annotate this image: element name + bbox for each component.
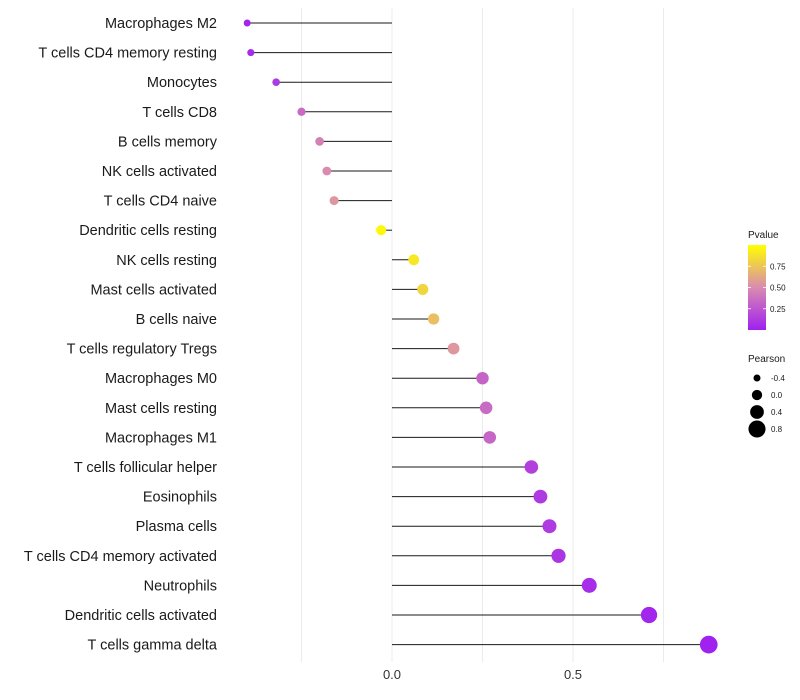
- category-label: B cells memory: [118, 134, 218, 150]
- data-point: [640, 606, 658, 624]
- size-legend-label: 0.8: [771, 425, 783, 434]
- data-point: [542, 519, 557, 534]
- data-point: [447, 342, 460, 355]
- category-label: T cells CD8: [142, 105, 217, 121]
- size-legend-label: -0.4: [771, 374, 785, 383]
- category-label: Plasma cells: [136, 519, 217, 535]
- category-label: Dendritic cells activated: [65, 608, 217, 624]
- category-label: Neutrophils: [144, 578, 217, 594]
- data-point: [427, 313, 440, 325]
- size-legend-dot: [750, 405, 764, 419]
- size-legend-dot: [748, 420, 766, 438]
- category-label: T cells follicular helper: [74, 460, 217, 476]
- color-legend-label: 0.25: [770, 305, 786, 314]
- size-legend-label: 0.0: [771, 391, 783, 400]
- data-point: [315, 137, 324, 146]
- data-point: [551, 548, 566, 563]
- category-label: Monocytes: [147, 75, 217, 91]
- category-label: B cells naive: [136, 312, 217, 328]
- category-label: T cells CD4 memory resting: [38, 46, 217, 62]
- x-tick-label: 0.5: [564, 667, 582, 682]
- data-point: [581, 577, 597, 593]
- color-legend-bar: [748, 245, 766, 330]
- data-point: [272, 78, 280, 87]
- data-point: [479, 401, 493, 415]
- category-label: T cells regulatory Tregs: [67, 342, 217, 358]
- category-label: NK cells resting: [116, 253, 217, 269]
- category-label: T cells CD4 memory activated: [24, 549, 217, 565]
- category-label: Eosinophils: [143, 490, 217, 506]
- data-point: [483, 431, 497, 444]
- data-point: [408, 254, 420, 266]
- category-label: T cells CD4 naive: [104, 194, 217, 210]
- data-point: [376, 225, 387, 236]
- data-point: [247, 49, 255, 57]
- category-label: Macrophages M2: [105, 16, 217, 32]
- data-point: [243, 19, 251, 27]
- category-label: Dendritic cells resting: [79, 223, 217, 239]
- size-legend-title: Pearson: [748, 354, 785, 365]
- data-point: [297, 107, 306, 116]
- data-point: [533, 489, 548, 504]
- category-label: Mast cells activated: [90, 282, 217, 298]
- data-point: [322, 166, 332, 176]
- data-point: [417, 283, 429, 295]
- data-point: [476, 371, 489, 385]
- category-label: T cells gamma delta: [88, 638, 218, 654]
- category-label: NK cells activated: [102, 164, 217, 180]
- size-legend-dot: [753, 374, 761, 382]
- size-legend-dot: [751, 389, 763, 401]
- data-point: [699, 635, 718, 654]
- category-label: Macrophages M1: [105, 430, 217, 446]
- data-point: [329, 196, 339, 206]
- x-tick-label: 0.0: [383, 667, 401, 682]
- data-point: [524, 460, 539, 474]
- color-legend-label: 0.75: [770, 262, 786, 271]
- category-label: Macrophages M0: [105, 371, 217, 387]
- color-legend-label: 0.50: [770, 284, 786, 293]
- category-label: Mast cells resting: [105, 401, 217, 417]
- size-legend-label: 0.4: [771, 408, 783, 417]
- color-legend-title: Pvalue: [748, 230, 779, 241]
